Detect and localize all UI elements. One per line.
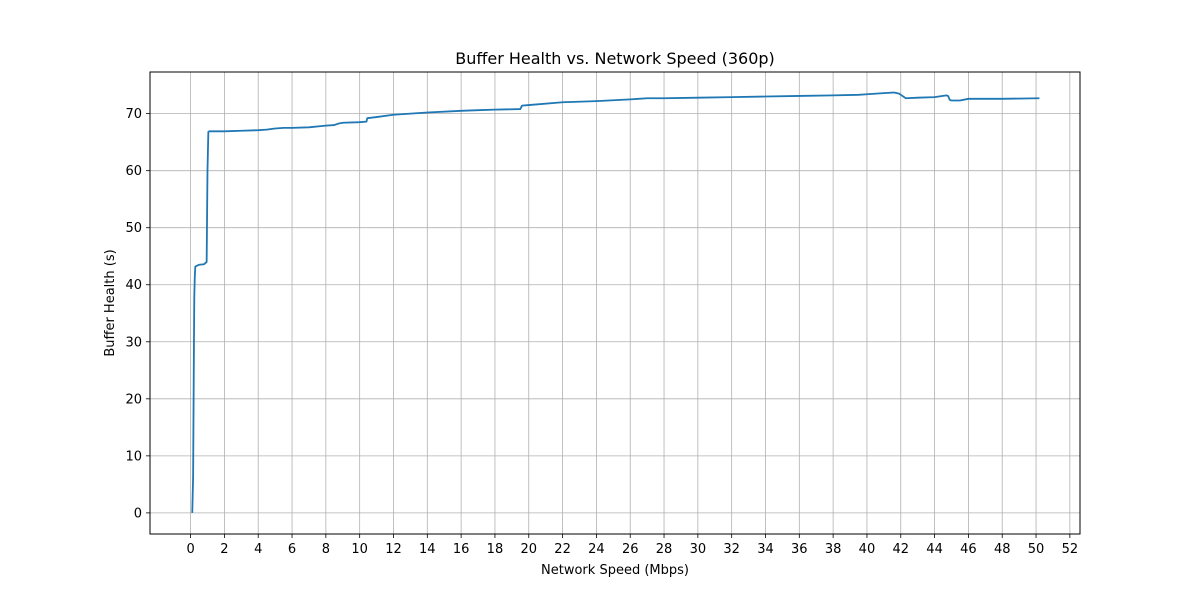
x-tick-label: 26 (622, 542, 639, 557)
y-tick-label: 40 (125, 278, 142, 293)
x-axis: 0 2 4 6 8 10 12 14 16 18 20 22 24 26 28 30 32 34 36 38 40 42 4… (186, 534, 1078, 557)
x-tick-label: 24 (588, 542, 605, 557)
x-tick-label: 50 (1028, 542, 1045, 557)
x-tick-label: 10 (351, 542, 368, 557)
y-tick-label: 50 (125, 221, 142, 236)
y-axis-label: Buffer Health (s) (103, 249, 118, 356)
x-tick-label: 38 (825, 542, 842, 557)
x-tick-label: 18 (487, 542, 504, 557)
x-tick-label: 6 (288, 542, 296, 557)
series-line (191, 91, 1040, 513)
x-tick-label: 16 (453, 542, 470, 557)
plot-frame (149, 71, 1081, 535)
x-tick-label: 52 (1062, 542, 1079, 557)
series-layer (191, 91, 1040, 513)
y-tick-label: 10 (125, 449, 142, 464)
y-tick-label: 20 (125, 392, 142, 407)
x-tick-label: 48 (994, 542, 1011, 557)
y-tick-label: 70 (125, 107, 142, 122)
x-tick-label: 4 (254, 542, 262, 557)
y-tick-label: 0 (134, 506, 142, 521)
x-tick-label: 44 (926, 542, 943, 557)
x-tick-label: 40 (859, 542, 876, 557)
x-tick-label: 20 (520, 542, 537, 557)
chart-title: Buffer Health vs. Network Speed (360p) (455, 49, 775, 68)
x-axis-label: Network Speed (Mbps) (541, 563, 689, 578)
x-tick-label: 30 (690, 542, 707, 557)
y-axis: 0 10 20 30 40 50 60 70 (125, 107, 150, 521)
x-tick-label: 12 (385, 542, 402, 557)
y-tick-label: 60 (125, 164, 142, 179)
grid (150, 72, 1080, 534)
x-tick-label: 34 (757, 542, 774, 557)
x-tick-label: 2 (220, 542, 228, 557)
x-tick-label: 0 (186, 542, 194, 557)
x-tick-label: 8 (322, 542, 330, 557)
y-tick-label: 30 (125, 335, 142, 350)
x-tick-label: 32 (723, 542, 740, 557)
x-tick-label: 46 (960, 542, 977, 557)
x-tick-label: 22 (554, 542, 571, 557)
x-tick-label: 42 (892, 542, 909, 557)
x-tick-label: 36 (791, 542, 808, 557)
x-tick-label: 28 (656, 542, 673, 557)
x-tick-label: 14 (419, 542, 436, 557)
